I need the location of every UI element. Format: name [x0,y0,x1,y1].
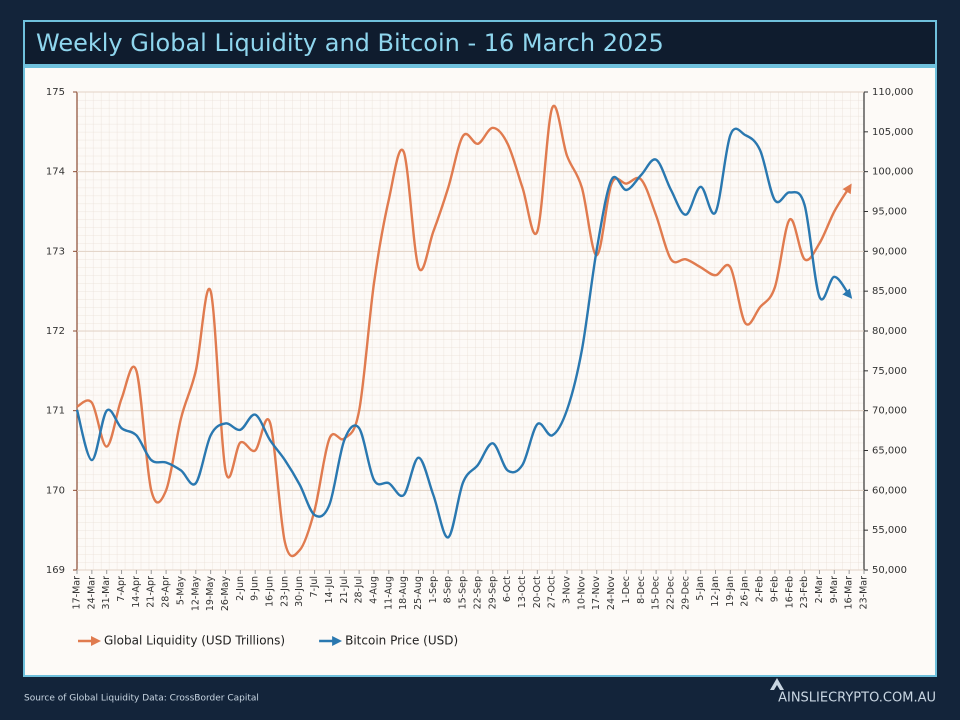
x-tick-label: 23-Jun [279,576,290,607]
x-tick-label: 1-Dec [621,576,632,604]
y2-tick-label: 80,000 [872,326,907,337]
x-tick-label: 24-Nov [606,576,617,610]
y2-tick-label: 95,000 [872,207,907,218]
y2-tick-label: 50,000 [872,565,907,576]
x-tick-label: 17-Mar [72,576,83,610]
legend-label: Bitcoin Price (USD) [345,634,458,648]
x-tick-label: 2-Jun [235,576,246,601]
y-tick-label: 173 [46,246,65,257]
x-tick-label: 12-May [190,576,201,612]
x-tick-label: 9-Feb [769,576,780,602]
y-tick-label: 172 [46,326,65,337]
x-tick-label: 21-Jul [339,576,350,604]
x-tick-label: 7-Apr [116,576,127,602]
x-tick-label: 10-Nov [576,576,587,610]
x-tick-label: 21-Apr [146,576,157,608]
x-tick-label: 22-Sep [472,576,483,609]
x-tick-label: 23-Feb [799,576,810,608]
x-tick-label: 15-Sep [458,576,469,609]
title-box [23,20,937,66]
x-tick-label: 16-Jun [265,576,276,607]
x-tick-label: 18-Aug [398,576,409,610]
brand-logo [770,678,784,690]
x-tick-label: 13-Oct [517,576,528,608]
x-tick-label: 6-Oct [502,576,513,602]
x-tick-label: 9-Mar [829,576,840,603]
series-line [75,127,853,539]
y-tick-label: 174 [46,167,65,178]
y-tick-label: 171 [46,406,65,417]
y2-tick-label: 100,000 [872,167,913,178]
y2-tick-label: 55,000 [872,525,907,536]
y2-tick-label: 110,000 [872,87,913,98]
y2-tick-label: 90,000 [872,246,907,257]
chart-title: Weekly Global Liquidity and Bitcoin - 16… [36,29,664,57]
y-tick-label: 170 [46,485,65,496]
x-tick-label: 5-May [175,576,186,605]
source-note: Source of Global Liquidity Data: CrossBo… [24,694,259,704]
x-tick-label: 25-Aug [413,576,424,610]
y2-tick-label: 85,000 [872,286,907,297]
x-tick-label: 19-May [205,576,216,612]
y-tick-label: 175 [46,87,65,98]
x-tick-label: 20-Oct [532,576,543,608]
x-tick-label: 28-Apr [161,576,172,608]
x-tick-label: 22-Dec [665,576,676,610]
x-tick-label: 15-Dec [651,576,662,610]
x-tick-label: 1-Sep [428,576,439,603]
legend-label: Global Liquidity (USD Trillions) [104,634,285,648]
x-tick-label: 23-Mar [859,576,870,610]
x-tick-label: 8-Sep [443,576,454,603]
y2-tick-label: 65,000 [872,446,907,457]
y2-tick-label: 105,000 [872,127,913,138]
x-tick-label: 5-Jan [695,576,706,601]
x-tick-label: 27-Oct [547,576,558,608]
x-tick-label: 16-Mar [844,576,855,610]
x-tick-label: 11-Aug [383,576,394,610]
series-line [76,104,852,558]
x-tick-label: 29-Dec [680,576,691,610]
x-tick-label: 16-Feb [784,576,795,608]
x-tick-label: 26-Jan [740,576,751,607]
x-tick-label: 19-Jan [725,576,736,607]
x-tick-label: 3-Nov [562,576,573,604]
x-tick-label: 14-Jul [324,576,335,604]
x-tick-label: 29-Sep [487,576,498,609]
y2-tick-label: 75,000 [872,366,907,377]
x-tick-label: 8-Dec [636,576,647,604]
x-tick-label: 17-Nov [591,576,602,610]
y2-tick-label: 60,000 [872,485,907,496]
x-tick-label: 4-Aug [368,576,379,604]
brand: AINSLIECRYPTO.COM.AU [778,691,936,706]
x-tick-label: 2-Mar [814,576,825,603]
x-tick-label: 2-Feb [755,576,766,602]
x-tick-label: 30-Jun [294,576,305,607]
x-tick-label: 26-May [220,576,231,612]
x-tick-label: 31-Mar [101,576,112,610]
x-tick-label: 14-Apr [131,576,142,608]
x-tick-label: 12-Jan [710,576,721,607]
x-tick-label: 24-Mar [86,576,97,610]
x-tick-label: 9-Jun [250,576,261,601]
y-tick-label: 169 [46,565,65,576]
x-tick-label: 7-Jul [309,576,320,597]
x-tick-label: 28-Jul [354,576,365,604]
y2-tick-label: 70,000 [872,406,907,417]
